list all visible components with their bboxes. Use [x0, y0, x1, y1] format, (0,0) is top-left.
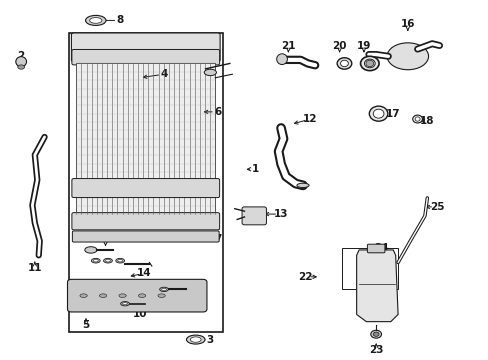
- Ellipse shape: [161, 288, 166, 291]
- FancyBboxPatch shape: [71, 33, 220, 62]
- Text: 6: 6: [214, 107, 221, 117]
- Ellipse shape: [412, 115, 422, 123]
- Ellipse shape: [365, 60, 373, 67]
- Ellipse shape: [340, 60, 347, 67]
- Text: 24: 24: [373, 243, 387, 253]
- Text: 17: 17: [385, 109, 400, 119]
- Ellipse shape: [372, 109, 383, 118]
- Ellipse shape: [84, 247, 97, 253]
- Ellipse shape: [103, 258, 112, 263]
- FancyBboxPatch shape: [242, 207, 266, 225]
- Text: 7: 7: [214, 234, 221, 244]
- Ellipse shape: [116, 258, 124, 263]
- Ellipse shape: [186, 335, 204, 344]
- Ellipse shape: [138, 294, 145, 297]
- Ellipse shape: [159, 287, 168, 292]
- Text: 21: 21: [281, 41, 295, 50]
- Ellipse shape: [16, 57, 26, 67]
- FancyBboxPatch shape: [72, 231, 219, 242]
- Ellipse shape: [360, 56, 378, 71]
- Text: 10: 10: [132, 310, 146, 319]
- Polygon shape: [356, 250, 397, 321]
- Bar: [341, 248, 397, 289]
- Ellipse shape: [85, 15, 106, 26]
- Ellipse shape: [91, 258, 100, 263]
- Text: 15: 15: [98, 234, 113, 244]
- Ellipse shape: [336, 58, 351, 69]
- Text: 20: 20: [332, 41, 346, 50]
- Ellipse shape: [121, 302, 129, 306]
- Ellipse shape: [105, 260, 110, 262]
- Ellipse shape: [118, 260, 122, 262]
- Ellipse shape: [99, 294, 106, 297]
- Ellipse shape: [414, 117, 419, 121]
- Ellipse shape: [80, 294, 87, 297]
- Text: 25: 25: [429, 202, 444, 212]
- Ellipse shape: [204, 69, 216, 76]
- FancyBboxPatch shape: [72, 213, 219, 230]
- Text: 1: 1: [251, 164, 258, 174]
- Ellipse shape: [122, 303, 127, 305]
- Text: 8: 8: [116, 15, 123, 26]
- Bar: [69, 33, 222, 332]
- Ellipse shape: [386, 43, 427, 70]
- Ellipse shape: [296, 183, 308, 188]
- Text: 22: 22: [298, 272, 312, 282]
- Text: 18: 18: [419, 116, 434, 126]
- FancyBboxPatch shape: [67, 279, 206, 312]
- Text: 12: 12: [303, 114, 317, 124]
- Text: 23: 23: [368, 345, 383, 355]
- Text: 3: 3: [206, 334, 214, 345]
- Ellipse shape: [18, 65, 24, 69]
- Ellipse shape: [276, 54, 287, 64]
- Ellipse shape: [190, 337, 201, 342]
- FancyBboxPatch shape: [72, 179, 219, 198]
- Ellipse shape: [93, 260, 98, 262]
- Text: 19: 19: [356, 41, 370, 50]
- FancyBboxPatch shape: [72, 49, 219, 65]
- Ellipse shape: [372, 332, 378, 336]
- FancyBboxPatch shape: [366, 244, 384, 253]
- Text: 16: 16: [400, 19, 414, 29]
- Bar: [76, 63, 215, 214]
- Ellipse shape: [89, 18, 102, 23]
- Ellipse shape: [370, 330, 381, 338]
- Ellipse shape: [368, 106, 387, 121]
- Text: 14: 14: [137, 268, 152, 278]
- Text: 5: 5: [82, 320, 89, 330]
- Text: 2: 2: [18, 51, 25, 61]
- Text: 13: 13: [273, 209, 288, 219]
- Text: 11: 11: [27, 263, 42, 273]
- Ellipse shape: [364, 59, 374, 68]
- Text: 9: 9: [177, 284, 184, 294]
- Ellipse shape: [119, 294, 126, 297]
- Ellipse shape: [158, 294, 165, 297]
- Text: 4: 4: [160, 69, 167, 79]
